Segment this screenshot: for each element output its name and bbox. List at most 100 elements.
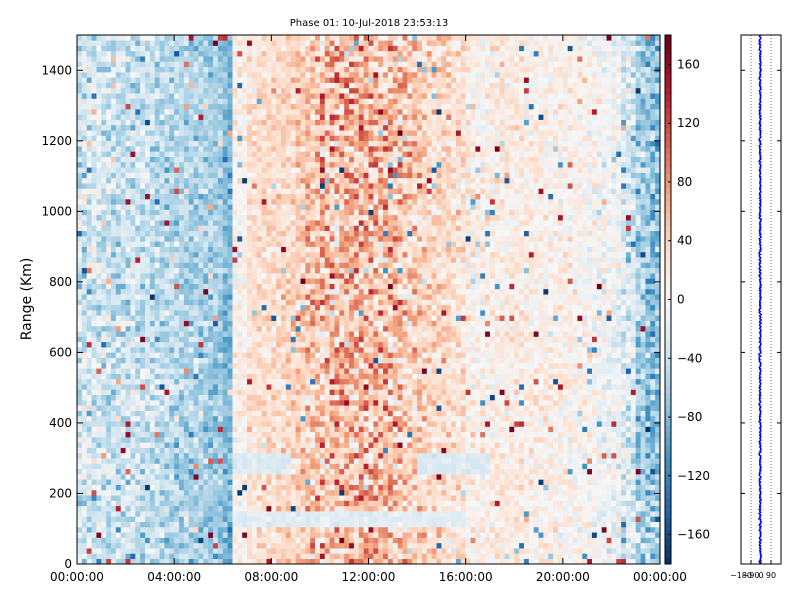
heatmap-cell	[247, 288, 253, 295]
heatmap-cell	[106, 294, 112, 300]
heatmap-cell	[125, 77, 131, 83]
heatmap-cell	[96, 82, 102, 89]
heatmap-cell	[227, 421, 233, 427]
heatmap-cell	[198, 214, 204, 221]
heatmap-cell	[310, 373, 316, 380]
heatmap-cell	[256, 241, 262, 247]
heatmap-cell	[315, 463, 321, 470]
heatmap-cell	[285, 172, 292, 179]
heatmap-cell	[276, 325, 282, 332]
heatmap-cell	[203, 82, 209, 89]
heatmap-cell	[77, 458, 83, 464]
heatmap-cell	[227, 442, 233, 448]
heatmap-cell	[315, 288, 321, 295]
heatmap-cell	[227, 325, 233, 332]
heatmap-cell	[237, 532, 243, 538]
heatmap-cell	[305, 304, 311, 311]
heatmap-cell	[232, 500, 238, 507]
heatmap-cell	[159, 209, 165, 216]
heatmap-cell	[111, 77, 117, 83]
heatmap-cell	[179, 35, 185, 41]
heatmap-cell	[159, 384, 165, 390]
heatmap-cell	[145, 505, 151, 512]
heatmap-cell	[247, 347, 253, 353]
heatmap-cell	[130, 542, 136, 549]
heatmap-cell	[222, 50, 228, 57]
heatmap-cell	[247, 447, 253, 454]
heatmap-cell	[159, 489, 165, 496]
heatmap-cell	[111, 288, 117, 295]
heatmap-cell	[179, 209, 185, 216]
heatmap-cell	[179, 82, 185, 89]
heatmap-cell	[91, 103, 97, 110]
heatmap-cell	[266, 56, 272, 62]
heatmap-cell	[305, 135, 311, 142]
heatmap-cell	[256, 262, 262, 269]
heatmap-cell	[295, 378, 301, 385]
heatmap-cell	[237, 50, 243, 57]
heatmap-cell	[295, 357, 301, 364]
heatmap-cell	[140, 532, 146, 538]
heatmap-cell	[174, 220, 180, 226]
heatmap-cell	[159, 283, 165, 290]
heatmap-cell	[140, 188, 146, 194]
heatmap-cell	[169, 45, 175, 52]
heatmap-cell	[285, 474, 292, 480]
heatmap-cell	[101, 505, 107, 512]
heatmap-cell	[256, 109, 262, 115]
heatmap-cell	[77, 236, 83, 242]
heatmap-cell	[86, 151, 92, 157]
heatmap-cell	[261, 341, 267, 348]
heatmap-cell	[247, 558, 253, 565]
heatmap-cell	[208, 394, 214, 401]
heatmap-cell	[101, 516, 107, 522]
heatmap-cell	[203, 161, 209, 168]
heatmap-cell	[77, 278, 83, 284]
heatmap-cell	[188, 167, 194, 173]
heatmap-cell	[213, 241, 219, 247]
heatmap-cell	[242, 537, 248, 544]
heatmap-cell	[237, 209, 243, 216]
heatmap-cell	[295, 325, 301, 332]
heatmap-cell	[310, 463, 316, 470]
heatmap-cell	[101, 146, 107, 152]
heatmap-cell	[213, 114, 219, 120]
heatmap-cell	[208, 526, 214, 533]
heatmap-cell	[227, 426, 233, 433]
heatmap-cell	[179, 246, 185, 253]
heatmap-cell	[247, 183, 253, 189]
heatmap-cell	[159, 40, 165, 46]
heatmap-cell	[310, 262, 316, 269]
heatmap-cell	[145, 246, 151, 253]
heatmap-cell	[130, 93, 136, 99]
heatmap-cell	[213, 394, 219, 401]
heatmap-cell	[310, 421, 316, 427]
heatmap-cell	[96, 325, 102, 332]
heatmap-cell	[281, 489, 287, 496]
heatmap-cell	[106, 532, 112, 538]
heatmap-cell	[222, 230, 228, 237]
heatmap-cell	[111, 341, 117, 348]
heatmap-cell	[135, 278, 141, 284]
heatmap-cell	[169, 177, 175, 184]
heatmap-cell	[130, 119, 136, 126]
heatmap-cell	[77, 93, 83, 99]
heatmap-cell	[140, 198, 146, 205]
heatmap-cell	[315, 537, 321, 544]
heatmap-cell	[247, 468, 253, 475]
heatmap-cell	[285, 405, 292, 411]
heatmap-cell	[91, 310, 97, 316]
heatmap-cell	[135, 124, 141, 131]
heatmap-cell	[213, 156, 219, 163]
heatmap-cell	[101, 124, 107, 131]
heatmap-cell	[300, 209, 306, 216]
heatmap-cell	[145, 109, 151, 115]
heatmap-cell	[290, 394, 296, 401]
heatmap-cell	[130, 558, 136, 565]
heatmap-cell	[111, 463, 117, 470]
heatmap-cell	[86, 273, 92, 279]
heatmap-cell	[135, 214, 141, 221]
heatmap-cell	[149, 103, 156, 110]
heatmap-cell	[222, 109, 228, 115]
heatmap-cell	[237, 341, 243, 348]
